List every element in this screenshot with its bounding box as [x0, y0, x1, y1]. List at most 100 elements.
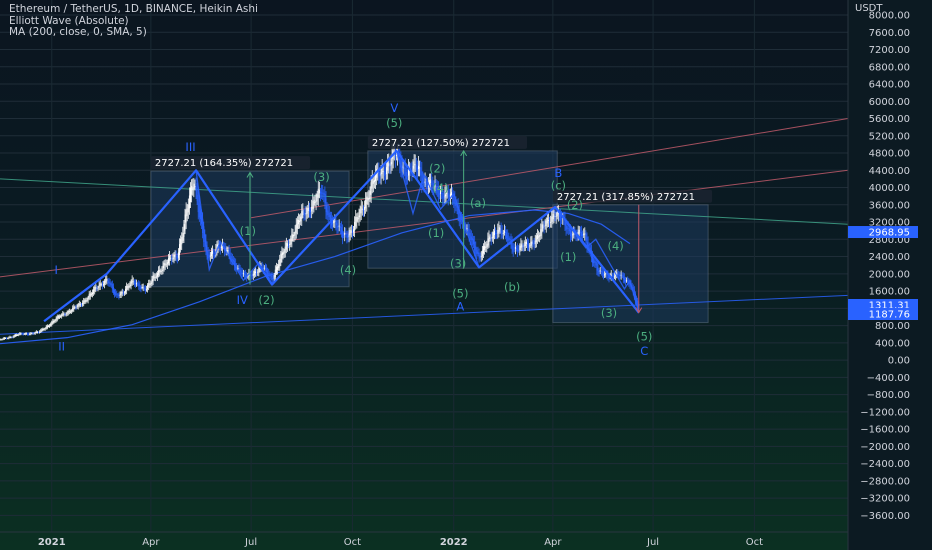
indicator-moving-average[interactable]: MA (200, close, 0, SMA, 5): [9, 26, 147, 38]
candle-body: [604, 274, 606, 276]
candle-body: [354, 222, 356, 231]
candle-body: [29, 333, 31, 335]
candle-body: [369, 191, 371, 199]
price-tick-label: 6800.00: [869, 62, 910, 73]
candle-body: [431, 181, 433, 185]
price-tick-label: 3600.00: [869, 200, 910, 211]
candle-body: [557, 212, 559, 215]
candle-body: [107, 279, 109, 283]
candle-body: [322, 192, 324, 194]
price-tag-background: [848, 308, 918, 320]
candle-body: [134, 282, 136, 285]
price-tick-label: −1600.00: [860, 425, 910, 436]
candle-body: [68, 311, 70, 313]
candle-body: [380, 172, 382, 176]
candle-body: [531, 241, 533, 244]
candle-body: [104, 280, 106, 285]
candle-body: [9, 336, 11, 338]
trend-lines[interactable]: [0, 118, 848, 335]
candle-body: [474, 241, 476, 251]
candle-body: [270, 275, 272, 277]
price-tag-label: 2968.95: [869, 228, 910, 239]
candle-body: [85, 300, 87, 302]
time-tick-label: Oct: [746, 537, 763, 548]
elliott-wave-lines[interactable]: [43, 149, 640, 323]
candle-body: [362, 209, 364, 211]
wave-label: (3): [450, 256, 466, 270]
wave-label: (c): [551, 179, 566, 193]
candle-body: [284, 246, 286, 253]
ma-200-line: [0, 209, 631, 345]
candle-body: [366, 196, 368, 205]
candle-body: [473, 239, 475, 245]
candle-body: [553, 215, 555, 217]
candle-body: [250, 274, 252, 277]
candle-body: [446, 192, 448, 194]
candle-body: [5, 338, 7, 340]
candle-body: [166, 262, 168, 265]
candle-body: [551, 216, 553, 222]
candle-body: [470, 236, 472, 241]
candle-body: [357, 218, 359, 220]
candle-body: [538, 236, 540, 238]
candle-body: [295, 224, 297, 234]
candle-body: [477, 251, 479, 254]
candle-body: [460, 218, 462, 221]
candle-body: [98, 284, 100, 288]
candle-body: [475, 246, 477, 255]
price-tag-label: 1187.76: [869, 310, 910, 321]
candle-body: [544, 225, 546, 227]
candle-body: [423, 181, 425, 184]
candle-body: [299, 220, 301, 223]
candle-body: [449, 193, 451, 197]
candle-body: [413, 161, 415, 169]
candle-body: [600, 270, 602, 272]
candle-body: [339, 226, 341, 229]
candle-body: [547, 220, 549, 222]
elliott-subwave-line: [395, 150, 480, 268]
candle-body: [550, 221, 552, 223]
candle-body: [349, 229, 351, 236]
candle-body: [281, 251, 283, 259]
trend-line-green: [0, 178, 848, 225]
indicator-elliott-wave[interactable]: Elliott Wave (Absolute): [9, 14, 129, 27]
wave-label: (4): [340, 263, 356, 277]
candle-body: [466, 228, 468, 230]
wave-label: C: [640, 344, 648, 358]
candle-body: [601, 271, 603, 275]
candle-body: [195, 186, 197, 191]
candle-body: [345, 233, 347, 235]
candle-body: [86, 300, 88, 302]
candle-body: [525, 241, 527, 244]
candle-body: [271, 275, 273, 281]
candle-body: [337, 225, 339, 228]
candle-body: [96, 288, 98, 290]
candle-body: [144, 288, 146, 291]
candle-body: [272, 278, 274, 280]
candle-body: [504, 231, 506, 233]
candle-body: [506, 232, 508, 239]
candle-body: [190, 187, 192, 202]
candle-body: [73, 306, 75, 310]
wave-label: A: [456, 299, 464, 313]
candle-body: [105, 278, 107, 283]
candle-body: [121, 291, 123, 294]
candle-body: [350, 230, 352, 233]
candle-body: [210, 251, 212, 257]
candle-body: [158, 269, 160, 275]
candle-body: [422, 177, 424, 187]
wave-label: (5): [386, 116, 402, 130]
symbol-title[interactable]: Ethereum / TetherUS, 1D, BINANCE, Heikin…: [9, 3, 258, 15]
candle-body: [318, 189, 320, 194]
candle-body: [427, 185, 429, 187]
candle-body: [629, 282, 631, 286]
candle-body: [399, 154, 401, 164]
candle-body: [491, 236, 493, 239]
candle-body: [95, 286, 97, 290]
time-axis[interactable]: 2021 Apr Jul Oct 2022 Apr Jul Oct: [0, 531, 848, 548]
price-tick-label: 5200.00: [869, 131, 910, 142]
candle-body: [38, 332, 40, 334]
price-tick-label: 5600.00: [869, 114, 910, 125]
